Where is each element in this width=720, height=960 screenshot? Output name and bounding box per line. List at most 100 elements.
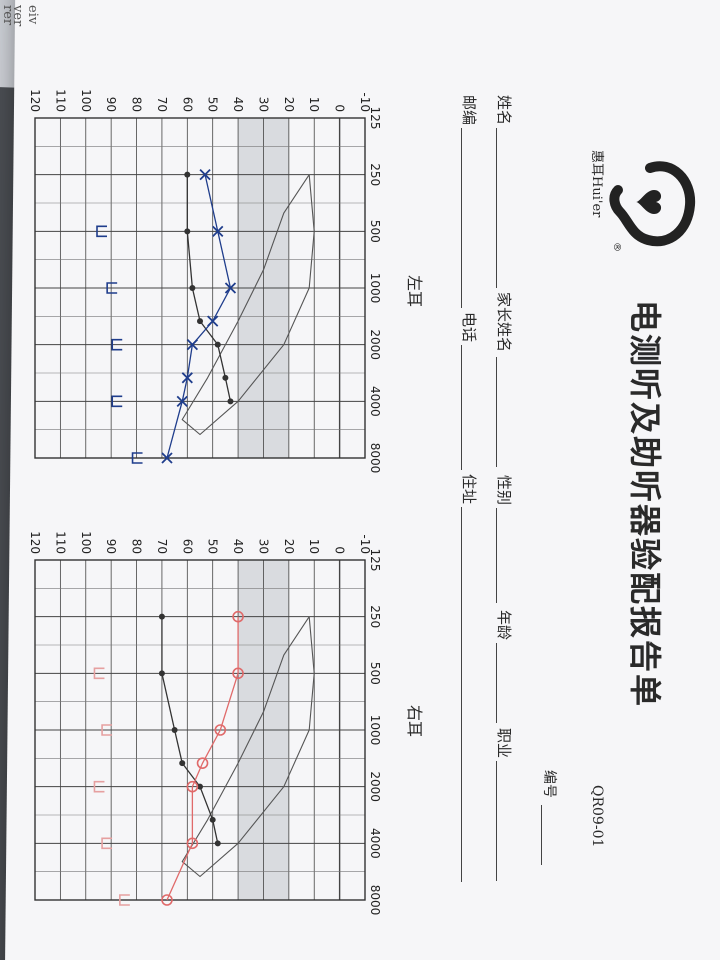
data-point-bracket	[106, 282, 118, 294]
data-point-bracket	[111, 395, 123, 408]
plot-frame	[34, 559, 366, 901]
data-point-x	[181, 372, 193, 384]
speech-banana	[181, 174, 315, 436]
address-label: 住址	[460, 474, 478, 505]
data-point-dot	[214, 341, 221, 348]
data-point-dot	[227, 398, 234, 405]
x-tick-label: 2000	[368, 329, 382, 360]
age-label: 年龄	[495, 610, 513, 641]
x-tick-label: 125	[368, 107, 382, 130]
name-label: 姓名	[495, 95, 513, 126]
speech-banana	[181, 616, 315, 878]
series-line	[166, 174, 232, 459]
svg-text:®: ®	[611, 242, 622, 252]
gender-label: 性别	[495, 475, 513, 506]
data-point-dot	[171, 727, 178, 733]
y-tick-label: 30	[256, 97, 270, 112]
y-tick-label: 110	[53, 89, 67, 112]
x-tick-label: 500	[368, 220, 382, 243]
data-point-circle	[232, 610, 244, 623]
brand-name: 惠耳Hui'er	[589, 150, 604, 218]
series-line	[166, 616, 239, 901]
number-label: 编号	[541, 770, 557, 798]
data-point-dot	[184, 228, 191, 235]
form-code: QR09-01	[589, 785, 605, 848]
form-title: 电测听及助听器验配报告单	[626, 300, 664, 709]
data-point-dot	[158, 670, 165, 677]
data-point-dot	[197, 783, 203, 790]
data-point-bracket	[101, 837, 113, 850]
y-tick-label: 60	[180, 97, 194, 112]
postcode-label: 邮编	[460, 95, 478, 126]
brand-logo: ® 惠耳Hui'er	[589, 150, 700, 260]
data-point-dot	[184, 171, 191, 178]
data-point-bracket	[101, 724, 113, 736]
y-tick-label: 30	[256, 539, 270, 554]
y-tick-label: 70	[155, 97, 169, 112]
y-tick-label: 80	[130, 97, 144, 112]
data-point-bracket	[119, 894, 130, 906]
data-point-x	[161, 452, 173, 464]
data-point-x	[176, 395, 188, 407]
data-point-bracket	[96, 225, 107, 238]
x-tick-label: 250	[368, 163, 382, 186]
x-tick-label: 1000	[368, 715, 382, 746]
occupation-line	[496, 761, 497, 881]
data-point-x	[207, 315, 219, 327]
address-line	[461, 507, 462, 882]
age-line	[496, 643, 497, 723]
y-tick-label: 60	[180, 539, 194, 554]
y-tick-label: 110	[53, 531, 67, 554]
y-tick-label: 20	[282, 539, 296, 554]
name-line	[496, 128, 497, 288]
y-tick-label: 120	[28, 531, 42, 554]
edge-fragment-3: rer	[0, 5, 15, 26]
phone-label: 电话	[460, 312, 478, 343]
right-ear-caption: 右耳	[405, 705, 424, 738]
guardian-label: 家长姓名	[495, 292, 513, 353]
y-tick-label: 100	[79, 531, 93, 554]
postcode-line	[461, 128, 462, 308]
y-tick-label: 100	[79, 89, 93, 112]
ear-logo-icon: ®	[609, 161, 696, 252]
y-tick-label: 0	[333, 546, 347, 554]
data-point-circle	[186, 780, 199, 793]
phone-line	[461, 345, 462, 470]
data-point-bracket	[111, 338, 123, 351]
y-tick-label: 90	[104, 539, 118, 554]
y-tick-label: 50	[206, 539, 220, 554]
y-tick-label: 50	[206, 97, 220, 112]
x-tick-label: 4000	[368, 828, 382, 859]
y-tick-label: 20	[282, 97, 296, 112]
data-point-x	[199, 169, 211, 181]
data-point-circle	[214, 724, 227, 736]
occupation-label: 职业	[495, 728, 513, 759]
y-tick-label: -10	[358, 534, 372, 554]
data-point-dot	[197, 318, 203, 325]
x-tick-label: 4000	[368, 386, 382, 417]
x-tick-label: 1000	[368, 273, 382, 304]
x-tick-label: 8000	[368, 885, 382, 916]
y-tick-label: 40	[231, 539, 245, 554]
data-point-circle	[186, 837, 199, 850]
data-point-x	[224, 282, 237, 294]
y-tick-label: 120	[28, 89, 42, 112]
data-point-dot	[189, 285, 196, 291]
data-point-circle	[232, 667, 244, 680]
y-tick-label: 10	[307, 97, 321, 112]
data-point-bracket	[131, 452, 143, 464]
y-tick-label: 0	[333, 104, 347, 112]
x-tick-label: 125	[368, 549, 382, 572]
number-line	[541, 805, 542, 865]
data-point-circle	[196, 757, 209, 769]
y-tick-label: 70	[155, 539, 169, 554]
gender-line	[496, 508, 497, 603]
left-ear-audiogram: -10 0 10 20 30 40 50 60 70 80 90 100 110 120 125 250 500…	[28, 89, 382, 473]
data-point-circle	[161, 894, 173, 906]
data-point-dot	[158, 613, 165, 620]
data-point-bracket	[93, 780, 105, 793]
data-point-dot	[222, 374, 229, 381]
